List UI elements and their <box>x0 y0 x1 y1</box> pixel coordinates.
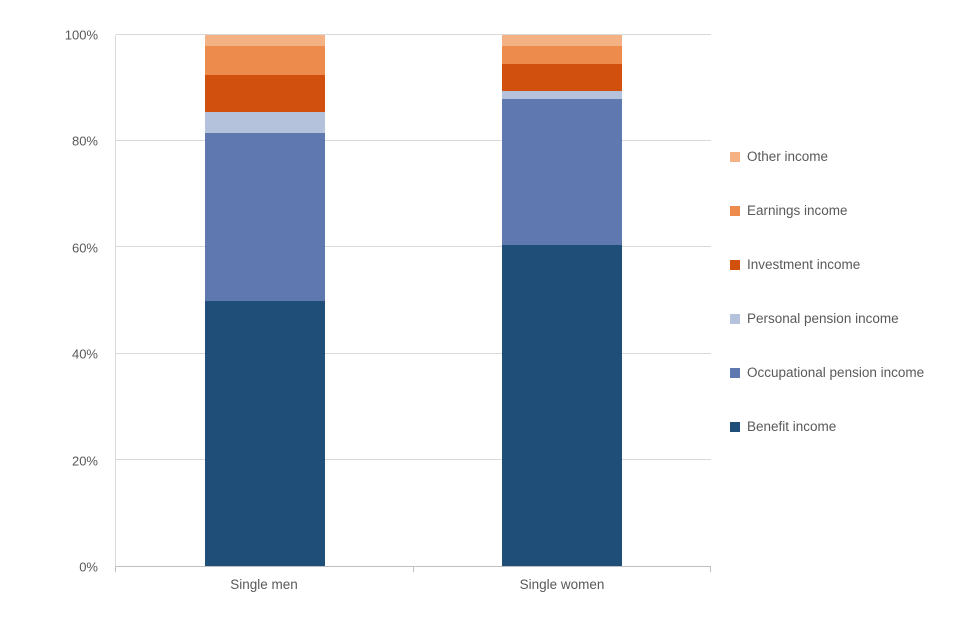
gridline <box>116 458 711 460</box>
y-axis-labels: 0% 20% 40% 60% 80% 100% <box>0 28 108 575</box>
y-tick-label: 100% <box>64 27 98 43</box>
y-tick-label: 60% <box>71 240 98 256</box>
legend-item: Personal pension income <box>730 310 952 328</box>
plot-area <box>115 34 711 567</box>
bar-segment <box>502 45 623 65</box>
bar-segment <box>502 244 623 566</box>
x-tick-mark <box>413 567 414 572</box>
bar-slot <box>116 35 414 566</box>
legend-swatch-icon <box>730 260 740 270</box>
gridline <box>116 34 711 35</box>
legend-label: Benefit income <box>747 419 837 434</box>
bar-segment <box>204 45 325 75</box>
legend-item: Earnings income <box>730 202 952 220</box>
bar-segment <box>204 133 325 301</box>
x-tick-mark <box>115 567 116 572</box>
bar-single-men <box>204 35 325 566</box>
bar-segment <box>502 98 623 245</box>
bar-slot <box>414 35 712 566</box>
legend-item: Benefit income <box>730 418 952 436</box>
legend-label: Earnings income <box>747 203 848 218</box>
x-category-label: Single men <box>230 577 298 592</box>
legend-label: Investment income <box>747 257 861 272</box>
legend-item: Other income <box>730 148 952 166</box>
bar-segment <box>204 74 325 113</box>
bar-segment <box>502 35 623 46</box>
legend: Other income Earnings income Investment in… <box>730 148 952 472</box>
legend-label: Other income <box>747 149 829 164</box>
bar-segment <box>502 64 623 91</box>
gridline <box>116 352 711 354</box>
bars <box>116 35 711 566</box>
x-tick-mark <box>710 567 711 572</box>
legend-label: Occupational pension income <box>747 365 925 380</box>
y-tick-label: 20% <box>71 453 98 469</box>
legend-item: Occupational pension income <box>730 364 952 382</box>
legend-label: Personal pension income <box>747 311 899 326</box>
bar-segment <box>204 35 325 46</box>
y-tick-label: 40% <box>71 346 98 362</box>
bar-segment <box>204 112 325 134</box>
legend-swatch-icon <box>730 152 740 162</box>
legend-item: Investment income <box>730 256 952 274</box>
legend-swatch-icon <box>730 422 740 432</box>
x-axis-labels: Single men Single women <box>115 567 711 607</box>
gridline <box>116 140 711 142</box>
legend-swatch-icon <box>730 314 740 324</box>
bar-single-women <box>502 35 623 566</box>
legend-swatch-icon <box>730 206 740 216</box>
y-tick-label: 0% <box>79 559 98 575</box>
bar-segment <box>502 90 623 99</box>
legend-swatch-icon <box>730 368 740 378</box>
bar-segment <box>204 300 325 566</box>
gridline <box>116 246 711 248</box>
x-category-label: Single women <box>519 577 605 592</box>
y-tick-label: 80% <box>71 133 98 149</box>
